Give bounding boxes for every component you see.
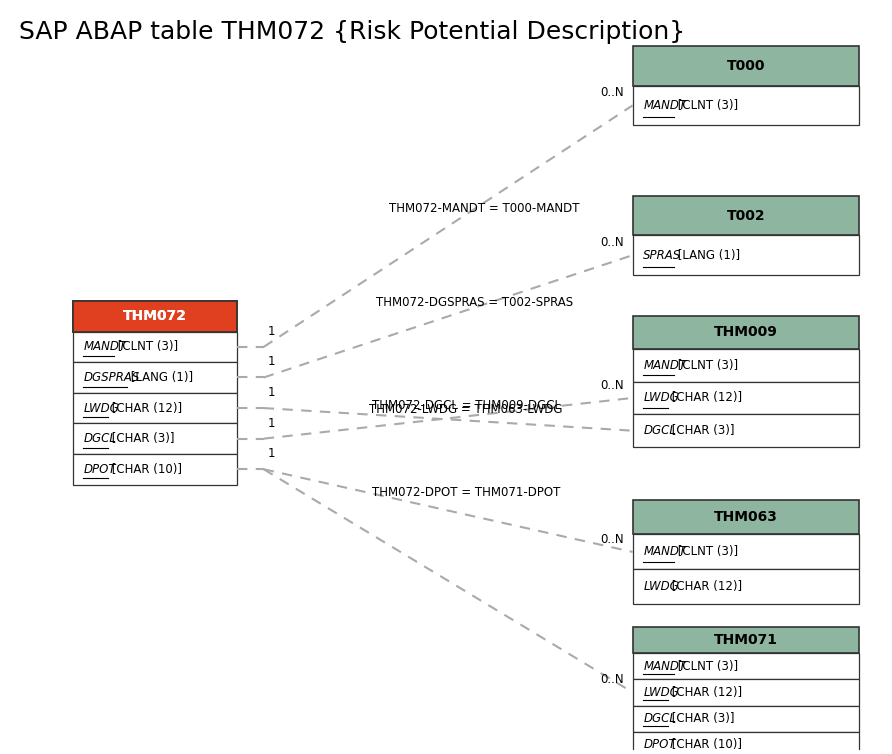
Bar xyxy=(632,731,860,754)
Text: MANDT: MANDT xyxy=(643,545,687,559)
Text: SAP ABAP table THM072 {Risk Potential Description}: SAP ABAP table THM072 {Risk Potential De… xyxy=(19,20,685,44)
Text: [CLNT (3)]: [CLNT (3)] xyxy=(674,99,739,112)
Bar xyxy=(632,627,860,653)
Text: THM072-DPOT = THM071-DPOT: THM072-DPOT = THM071-DPOT xyxy=(372,486,560,499)
Text: THM072-MANDT = T000-MANDT: THM072-MANDT = T000-MANDT xyxy=(389,202,579,215)
Text: 0..N: 0..N xyxy=(600,673,624,686)
Text: 0..N: 0..N xyxy=(600,236,624,249)
Text: [CHAR (10)]: [CHAR (10)] xyxy=(108,463,182,476)
Text: THM009: THM009 xyxy=(714,326,778,339)
Text: 0..N: 0..N xyxy=(600,533,624,546)
Bar xyxy=(632,382,860,414)
Bar xyxy=(632,535,860,569)
Text: T000: T000 xyxy=(727,59,765,73)
Text: [CHAR (12)]: [CHAR (12)] xyxy=(668,391,742,404)
Text: 1: 1 xyxy=(268,417,276,430)
Bar xyxy=(72,423,237,454)
Text: [CHAR (3)]: [CHAR (3)] xyxy=(668,712,735,725)
Text: [CHAR (3)]: [CHAR (3)] xyxy=(108,432,175,445)
Bar xyxy=(72,301,237,332)
Text: THM063: THM063 xyxy=(714,510,778,524)
Bar xyxy=(632,46,860,86)
Text: [LANG (1)]: [LANG (1)] xyxy=(127,371,193,384)
Bar xyxy=(632,569,860,605)
Text: THM071: THM071 xyxy=(714,633,778,647)
Bar xyxy=(72,332,237,362)
Text: LWDG: LWDG xyxy=(83,402,119,415)
Text: [CHAR (12)]: [CHAR (12)] xyxy=(668,686,742,699)
Text: [CLNT (3)]: [CLNT (3)] xyxy=(114,340,178,354)
Text: [CLNT (3)]: [CLNT (3)] xyxy=(674,359,739,372)
Text: MANDT: MANDT xyxy=(643,99,687,112)
Text: [CHAR (10)]: [CHAR (10)] xyxy=(668,738,742,751)
Text: SPRAS: SPRAS xyxy=(643,249,681,262)
Text: MANDT: MANDT xyxy=(643,660,687,673)
Text: [CHAR (12)]: [CHAR (12)] xyxy=(668,581,742,593)
Bar xyxy=(632,316,860,349)
Text: T002: T002 xyxy=(727,209,765,223)
Text: LWDG: LWDG xyxy=(643,581,679,593)
Text: THM072-DGSPRAS = T002-SPRAS: THM072-DGSPRAS = T002-SPRAS xyxy=(376,296,574,309)
Bar xyxy=(72,301,237,332)
Text: MANDT: MANDT xyxy=(643,359,687,372)
Text: 1: 1 xyxy=(268,447,276,460)
Text: 0..N: 0..N xyxy=(600,86,624,100)
Text: DGSPRAS: DGSPRAS xyxy=(83,371,139,384)
Text: LWDG: LWDG xyxy=(643,391,679,404)
Text: LWDG: LWDG xyxy=(643,686,679,699)
Text: THM072: THM072 xyxy=(123,309,186,323)
Text: THM072-LWDG = THM063-LWDG: THM072-LWDG = THM063-LWDG xyxy=(369,403,563,415)
Text: 1: 1 xyxy=(268,355,276,369)
Bar xyxy=(632,414,860,447)
Text: THM072: THM072 xyxy=(123,309,186,323)
Bar xyxy=(72,362,237,393)
Text: DGCL: DGCL xyxy=(83,432,116,445)
Bar xyxy=(72,393,237,423)
Text: [CHAR (3)]: [CHAR (3)] xyxy=(668,425,735,437)
Bar xyxy=(632,86,860,125)
Text: [LANG (1)]: [LANG (1)] xyxy=(674,249,740,262)
Bar xyxy=(632,349,860,382)
Text: THM072-DGCL = THM009-DGCL: THM072-DGCL = THM009-DGCL xyxy=(371,400,560,412)
Text: DGCL: DGCL xyxy=(643,425,676,437)
Text: [CLNT (3)]: [CLNT (3)] xyxy=(674,545,739,559)
Bar xyxy=(72,454,237,485)
Text: [CLNT (3)]: [CLNT (3)] xyxy=(674,660,739,673)
Text: 0..N: 0..N xyxy=(600,379,624,392)
Bar xyxy=(632,653,860,679)
Text: [CHAR (12)]: [CHAR (12)] xyxy=(108,402,182,415)
Text: DPOT: DPOT xyxy=(643,738,676,751)
Text: 1: 1 xyxy=(268,386,276,399)
Bar xyxy=(632,499,860,535)
Bar xyxy=(632,235,860,274)
Bar xyxy=(632,706,860,731)
Text: DPOT: DPOT xyxy=(83,463,116,476)
Bar xyxy=(632,196,860,235)
Text: MANDT: MANDT xyxy=(83,340,126,354)
Text: 1: 1 xyxy=(268,325,276,338)
Bar xyxy=(632,679,860,706)
Text: DGCL: DGCL xyxy=(643,712,676,725)
